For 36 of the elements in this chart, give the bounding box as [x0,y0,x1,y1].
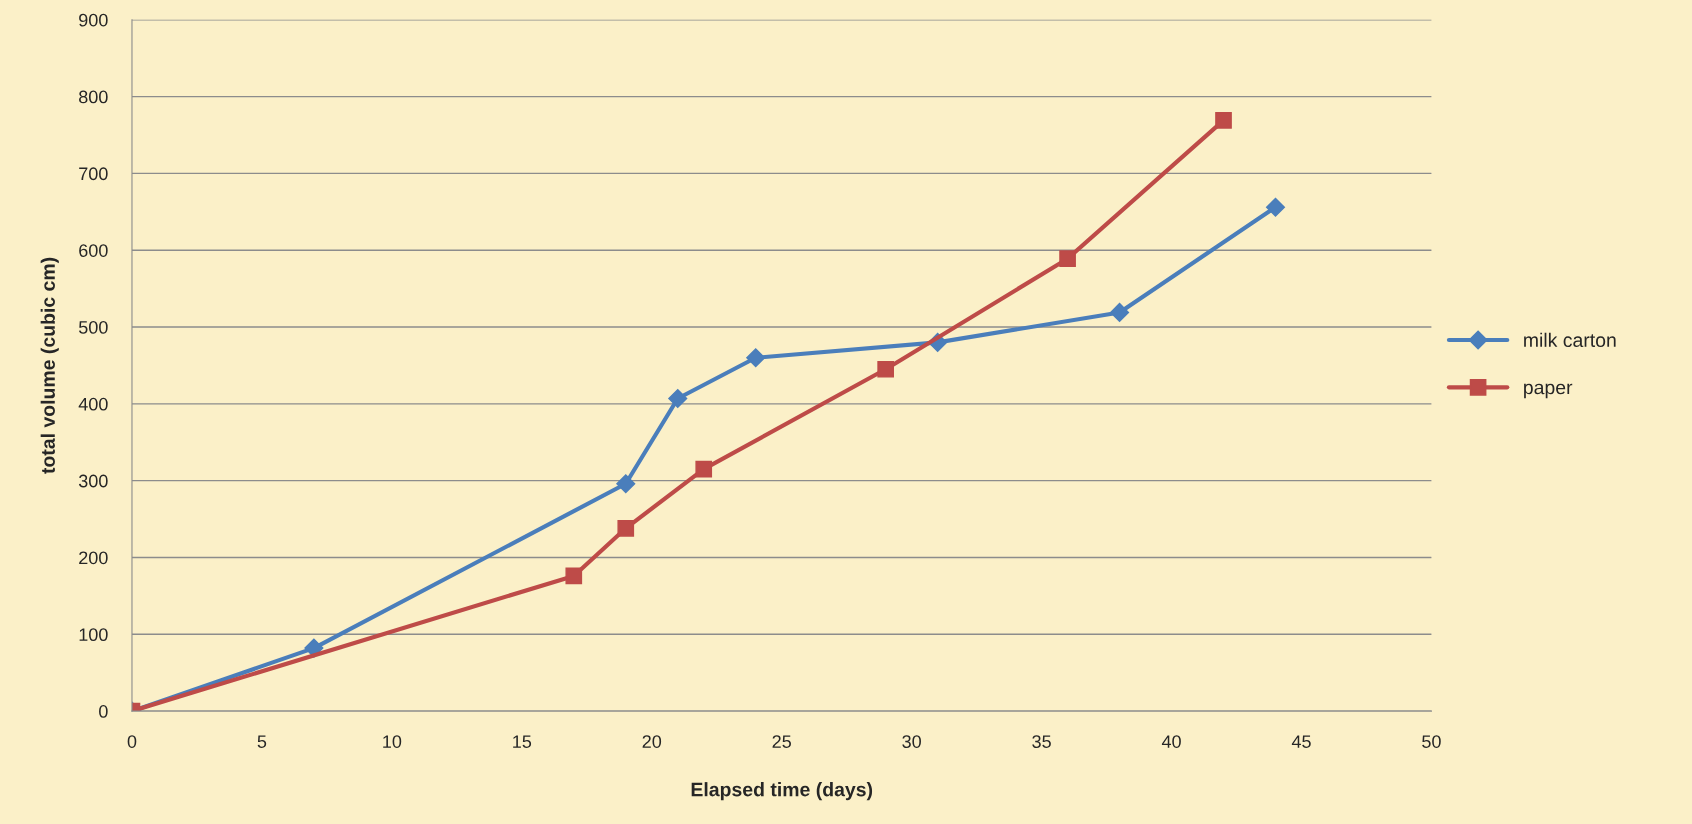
point [1110,302,1130,322]
x-tick-label: 20 [642,735,662,748]
y-tick-label: 500 [78,320,108,334]
x-tick-label: 30 [902,735,921,748]
x-tick-label: 5 [257,735,267,748]
y-tick-label: 600 [79,244,108,257]
y-tick-label: 700 [79,167,108,181]
point [565,567,583,585]
x-tick-label: 35 [1032,735,1051,748]
point [617,519,635,537]
x-axis-title: Elapsed time (days) [691,782,873,801]
x-tick-label: 0 [127,735,137,748]
y-tick-label: 800 [79,90,108,104]
y-tick-label: 300 [78,474,108,488]
x-tick-label: 25 [772,735,791,748]
x-tick-label: 40 [1161,735,1181,748]
x-tick-label: 50 [1422,735,1441,748]
y-tick-label: 0 [99,705,108,718]
x-tick-label: 45 [1291,735,1311,748]
point [616,474,636,494]
legend-label: milk carton [1524,332,1616,348]
x-tick-label: 15 [513,735,532,748]
legend-label: paper [1524,383,1573,399]
point [1059,250,1076,268]
point [668,388,688,409]
point [877,360,894,378]
point [1215,112,1232,129]
x-tick-label: 10 [383,735,402,748]
y-axis-title: total volume (cubic cm) [40,257,59,474]
point [746,348,766,368]
point [1265,197,1286,217]
y-tick-label: 100 [79,628,108,642]
y-tick-label: 400 [78,397,108,411]
point [695,460,713,478]
y-tick-label: 200 [79,551,108,565]
y-tick-label: 900 [79,13,108,27]
